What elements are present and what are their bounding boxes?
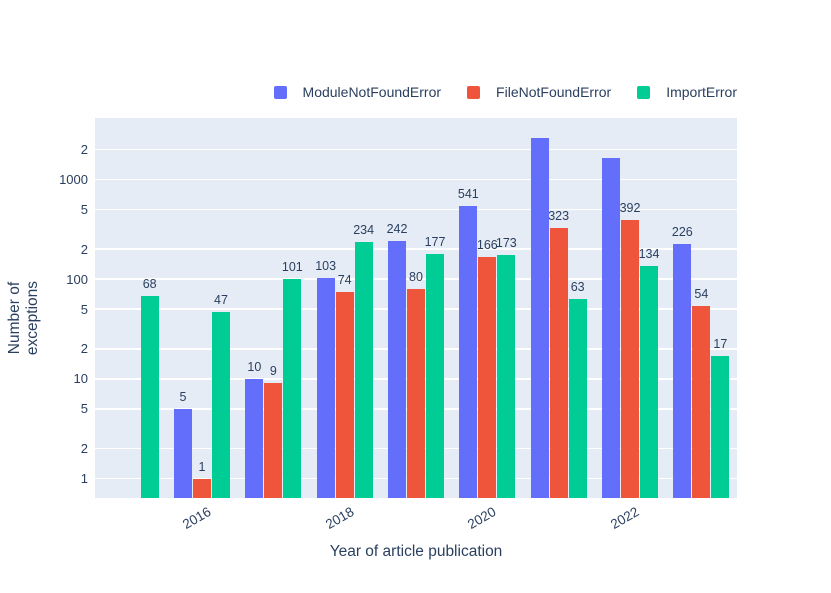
y-tick-label: 100 bbox=[66, 271, 88, 287]
bar-label: 1 bbox=[198, 459, 206, 474]
legend-swatch-icon bbox=[637, 85, 651, 99]
bar-filenotfounderror-2017[interactable] bbox=[264, 383, 283, 498]
legend: ModuleNotFoundError FileNotFoundError Impo… bbox=[273, 84, 737, 100]
bar-label: 134 bbox=[638, 247, 660, 262]
bar-label: 234 bbox=[353, 223, 375, 238]
grid-line bbox=[95, 178, 737, 181]
legend-item-filenotfounderror[interactable]: FileNotFoundError bbox=[467, 84, 611, 100]
y-tick-label: 2 bbox=[80, 341, 88, 357]
bar-importerror-2022[interactable] bbox=[640, 266, 658, 498]
legend-label: FileNotFoundError bbox=[496, 84, 612, 100]
bar-label: 177 bbox=[424, 235, 446, 250]
bar-label: 9 bbox=[269, 364, 277, 379]
y-tick-label: 5 bbox=[80, 201, 88, 217]
y-tick-label: 2 bbox=[80, 441, 88, 457]
legend-item-importerror[interactable]: ImportError bbox=[637, 84, 737, 100]
bar-importerror-2019[interactable] bbox=[426, 254, 444, 498]
bar-importerror-2017[interactable] bbox=[283, 278, 302, 498]
bar-filenotfounderror-2021[interactable] bbox=[549, 228, 568, 498]
plot-area bbox=[95, 118, 737, 498]
legend-label: ModuleNotFoundError bbox=[302, 84, 442, 100]
y-tick-label: 1000 bbox=[59, 171, 88, 187]
bar-label: 242 bbox=[386, 221, 408, 236]
y-axis-title: Number of exceptions bbox=[6, 280, 41, 356]
y-tick-label: 10 bbox=[73, 371, 88, 387]
bar-label: 101 bbox=[281, 259, 303, 274]
x-axis-title: Year of article publication bbox=[329, 543, 503, 560]
legend-item-modulenotfounderror[interactable]: ModuleNotFoundError bbox=[273, 84, 442, 100]
bar-modulenotfounderror-2018[interactable] bbox=[316, 277, 335, 498]
bar-importerror-2018[interactable] bbox=[354, 242, 373, 498]
bar-label: 47 bbox=[214, 292, 228, 307]
bar-modulenotfounderror-2023[interactable] bbox=[673, 243, 692, 498]
bar-modulenotfounderror-2019[interactable] bbox=[388, 240, 406, 498]
y-tick-label: 5 bbox=[80, 301, 88, 317]
grid-line bbox=[95, 148, 737, 151]
bar-importerror-2016[interactable] bbox=[212, 311, 230, 498]
bar-label: 103 bbox=[315, 258, 337, 273]
bar-filenotfounderror-2022[interactable] bbox=[621, 219, 639, 498]
y-tick-label: 5 bbox=[80, 401, 88, 417]
bar-importerror-2021[interactable] bbox=[568, 299, 587, 498]
grid-line bbox=[95, 208, 737, 211]
bar-filenotfounderror-2016[interactable] bbox=[193, 478, 211, 498]
bar-label: 323 bbox=[548, 209, 570, 224]
x-tick-label: 2022 bbox=[607, 504, 642, 533]
bar-label: 226 bbox=[671, 224, 693, 239]
x-tick-label: 2016 bbox=[179, 504, 214, 533]
bar-importerror-2015[interactable] bbox=[140, 295, 159, 498]
bar-label: 17 bbox=[713, 336, 728, 351]
bar-filenotfounderror-2023[interactable] bbox=[692, 305, 711, 498]
legend-label: ImportError bbox=[666, 84, 737, 100]
bar-modulenotfounderror-2022[interactable] bbox=[602, 158, 620, 498]
grid-line bbox=[95, 248, 737, 250]
bar-label: 392 bbox=[619, 200, 641, 215]
bar-label: 166 bbox=[476, 238, 498, 253]
bar-modulenotfounderror-2016[interactable] bbox=[174, 408, 192, 498]
bar-label: 54 bbox=[694, 286, 709, 301]
bar-importerror-2020[interactable] bbox=[497, 255, 516, 498]
bar-label: 10 bbox=[247, 359, 262, 374]
bar-importerror-2023[interactable] bbox=[711, 355, 730, 498]
y-tick-label: 1 bbox=[80, 471, 88, 487]
x-tick-label: 2020 bbox=[465, 504, 499, 533]
bar-label: 68 bbox=[142, 276, 157, 291]
y-tick-label: 2 bbox=[80, 241, 88, 257]
bar-filenotfounderror-2018[interactable] bbox=[335, 292, 354, 498]
bar-label: 74 bbox=[337, 273, 352, 288]
bar-modulenotfounderror-2021[interactable] bbox=[530, 137, 549, 498]
bar-filenotfounderror-2020[interactable] bbox=[478, 257, 497, 498]
bar-label: 5 bbox=[179, 389, 187, 404]
x-tick-label: 2018 bbox=[322, 504, 357, 533]
bar-label: 173 bbox=[495, 236, 517, 251]
bar-modulenotfounderror-2017[interactable] bbox=[245, 378, 264, 498]
grid-line bbox=[95, 278, 737, 280]
bar-modulenotfounderror-2020[interactable] bbox=[459, 205, 478, 498]
bar-label: 63 bbox=[570, 280, 585, 295]
bar-label: 541 bbox=[457, 186, 479, 201]
legend-swatch-icon bbox=[467, 85, 481, 99]
bar-label: 80 bbox=[409, 269, 423, 284]
bar-filenotfounderror-2019[interactable] bbox=[407, 288, 425, 498]
legend-swatch-icon bbox=[273, 85, 287, 99]
y-tick-label: 2 bbox=[80, 141, 88, 157]
